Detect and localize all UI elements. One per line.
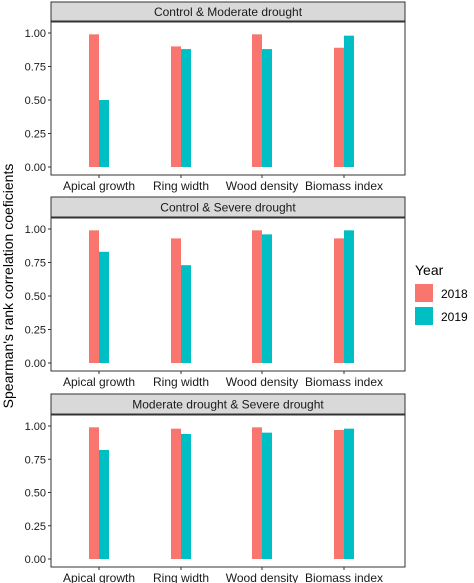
bar-2019-ring-width (181, 433, 191, 559)
bar-2019-apical-growth (99, 100, 109, 167)
bar-2019-wood-density (262, 234, 272, 363)
x-tick-label: Wood density (226, 571, 299, 583)
x-tick-label: Ring width (153, 571, 209, 583)
facet-strip (50, 393, 406, 415)
bar-2018-ring-width (171, 238, 181, 363)
y-tick-label: 0.50 (25, 291, 46, 303)
y-tick-label: 0.75 (25, 454, 46, 466)
y-tick-label: 1.00 (25, 224, 46, 236)
x-tick-label: Wood density (226, 375, 299, 389)
legend: Year 2018 2019 (415, 262, 468, 325)
y-tick-label: 0.00 (25, 554, 46, 566)
y-tick-label: 0.75 (25, 258, 46, 270)
bar-2018-ring-width (171, 428, 181, 559)
facet-strip (50, 1, 406, 22)
facet-panel-1: Control & Moderate drought 0.00 0.25 0.50 0.… (25, 1, 406, 193)
x-tick-label: Biomass index (305, 571, 383, 583)
bar-2018-apical-growth (89, 34, 99, 168)
x-tick-label: Biomass index (305, 179, 383, 193)
bar-2019-ring-width (181, 49, 191, 167)
x-tick-label: Ring width (153, 375, 209, 389)
y-tick-label: 0.25 (25, 129, 46, 141)
facet-title: Control & Moderate drought (154, 5, 303, 19)
x-tick-label: Biomass index (305, 375, 383, 389)
y-tick-label: 0.00 (25, 358, 46, 370)
bar-2018-biomass-index (334, 429, 344, 559)
bar-2018-wood-density (252, 34, 262, 168)
x-tick-label: Apical growth (63, 571, 135, 583)
x-tick-label: Wood density (226, 179, 299, 193)
bar-2019-apical-growth (99, 251, 109, 363)
legend-title: Year (415, 262, 444, 278)
legend-label-2019: 2019 (441, 310, 468, 324)
x-tick-label: Apical growth (63, 375, 135, 389)
bar-2019-biomass-index (344, 35, 354, 168)
bar-2018-wood-density (252, 230, 262, 363)
bar-2018-ring-width (171, 46, 181, 167)
legend-label-2018: 2018 (441, 287, 468, 301)
bar-2019-apical-growth (99, 449, 109, 559)
y-tick-label: 0.25 (25, 325, 46, 337)
facet-panel-2: Control & Severe drought 0.00 0.25 0.50 0.75… (25, 196, 406, 389)
bar-2018-apical-growth (89, 230, 99, 363)
bar-2019-ring-width (181, 265, 191, 363)
y-tick-label: 0.75 (25, 62, 46, 74)
bar-2019-wood-density (262, 432, 272, 559)
y-tick-label: 0.00 (25, 162, 46, 174)
y-tick-label: 0.25 (25, 521, 46, 533)
y-tick-label: 1.00 (25, 28, 46, 40)
bar-2018-apical-growth (89, 427, 99, 559)
facet-title: Control & Severe drought (160, 201, 296, 215)
bar-2019-biomass-index (344, 428, 354, 559)
bar-2019-biomass-index (344, 230, 354, 363)
y-axis-label: Spearman's rank correlation coeficients (0, 164, 16, 409)
bar-2018-wood-density (252, 427, 262, 559)
x-tick-label: Apical growth (63, 179, 135, 193)
y-tick-label: 0.50 (25, 488, 46, 500)
y-tick-label: 1.00 (25, 421, 46, 433)
bar-2019-wood-density (262, 49, 272, 167)
legend-key-2018 (415, 284, 433, 302)
panels: Control & Moderate drought 0.00 0.25 0.50 0.… (25, 1, 406, 583)
bar-2018-biomass-index (334, 238, 344, 363)
facet-panel-3: Moderate drought & Severe drought 0.00 0.2… (25, 393, 406, 583)
y-tick-label: 0.50 (25, 95, 46, 107)
facet-title: Moderate drought & Severe drought (132, 398, 324, 412)
bar-2018-biomass-index (334, 47, 344, 167)
facet-strip (50, 196, 406, 218)
x-tick-label: Ring width (153, 179, 209, 193)
legend-key-2019 (415, 307, 433, 325)
